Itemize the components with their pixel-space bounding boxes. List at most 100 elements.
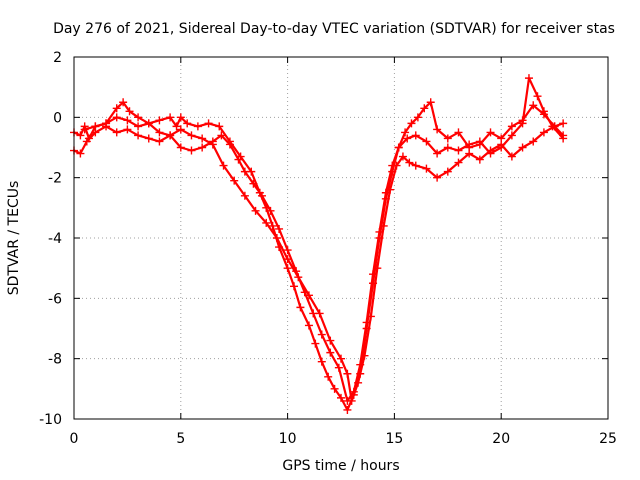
data-point xyxy=(454,146,463,155)
data-point xyxy=(176,143,185,152)
data-point xyxy=(76,131,85,140)
data-point xyxy=(155,116,164,125)
data-point xyxy=(533,92,542,101)
data-point xyxy=(275,224,284,233)
series-line xyxy=(83,116,565,402)
data-point xyxy=(337,354,345,363)
data-point xyxy=(176,113,185,122)
data-point xyxy=(443,134,452,143)
data-point xyxy=(317,357,326,366)
data-point xyxy=(249,179,258,188)
data-point xyxy=(155,128,164,137)
x-axis-tick-labels: 0 5 10 15 20 25 xyxy=(70,431,617,447)
data-point xyxy=(366,312,375,321)
data-point xyxy=(230,176,239,185)
data-point xyxy=(112,104,121,113)
y-tick-label: 2 xyxy=(53,50,62,66)
data-point xyxy=(529,137,538,146)
y-axis-label: SDTVAR / TECUs xyxy=(6,181,22,296)
data-point xyxy=(219,161,228,170)
x-tick-label: 15 xyxy=(385,431,403,447)
data-point xyxy=(507,122,516,131)
data-point xyxy=(144,119,153,128)
data-point xyxy=(360,351,369,360)
data-point xyxy=(82,137,91,146)
data-point xyxy=(398,152,407,161)
data-point xyxy=(304,321,313,330)
data-point xyxy=(76,149,85,158)
data-point xyxy=(262,218,271,227)
data-point xyxy=(324,372,333,381)
data-point xyxy=(112,128,121,137)
data-point xyxy=(266,206,275,215)
data-point xyxy=(217,131,226,140)
data-point xyxy=(91,122,100,131)
data-point xyxy=(413,113,422,122)
data-point xyxy=(112,113,121,122)
data-point xyxy=(497,140,506,149)
data-point xyxy=(403,134,412,143)
data-point xyxy=(475,137,484,146)
data-point xyxy=(187,131,196,140)
data-point xyxy=(240,167,249,176)
data-point xyxy=(401,128,410,137)
data-point xyxy=(465,140,474,149)
data-point xyxy=(454,128,463,137)
data-point xyxy=(518,143,527,152)
data-point xyxy=(379,221,388,230)
data-point xyxy=(486,146,495,155)
x-axis-label: GPS time / hours xyxy=(282,458,399,474)
data-point xyxy=(215,122,224,131)
y-tick-label: 0 xyxy=(53,110,62,126)
data-point xyxy=(529,101,538,110)
grid-lines xyxy=(74,57,608,419)
data-point xyxy=(475,155,484,164)
data-point xyxy=(166,131,175,140)
data-point xyxy=(422,137,431,146)
axis-ticks xyxy=(73,56,609,420)
y-tick-label: -10 xyxy=(39,412,62,428)
data-series xyxy=(70,74,568,414)
data-point xyxy=(411,161,420,170)
data-point xyxy=(172,122,181,131)
data-point xyxy=(334,363,343,372)
data-point xyxy=(422,164,431,173)
data-point xyxy=(337,393,345,402)
data-point xyxy=(134,122,143,131)
data-point xyxy=(559,119,568,128)
data-point xyxy=(330,384,339,393)
data-point xyxy=(80,125,89,134)
y-tick-label: -8 xyxy=(48,352,62,368)
data-point xyxy=(204,119,213,128)
series-track-1 xyxy=(70,98,568,414)
data-point xyxy=(507,152,516,161)
data-point xyxy=(317,330,326,339)
x-tick-label: 25 xyxy=(599,431,617,447)
data-point xyxy=(134,113,143,122)
data-point xyxy=(183,119,192,128)
data-point xyxy=(198,134,207,143)
data-point xyxy=(176,125,185,134)
data-point xyxy=(539,107,548,116)
series-track-3 xyxy=(80,113,568,405)
data-point xyxy=(486,128,495,137)
data-point xyxy=(433,125,442,134)
data-point xyxy=(123,125,132,134)
data-point xyxy=(290,282,299,291)
data-point xyxy=(354,378,363,387)
y-tick-label: -4 xyxy=(48,231,62,247)
data-point xyxy=(251,206,260,215)
series-line xyxy=(72,101,565,411)
data-point xyxy=(296,303,305,312)
data-point xyxy=(524,74,533,83)
data-point xyxy=(518,119,527,128)
data-point xyxy=(234,155,243,164)
data-point xyxy=(240,191,249,200)
data-point xyxy=(326,348,335,357)
data-point xyxy=(420,104,429,113)
data-point xyxy=(283,255,292,264)
data-point xyxy=(257,191,266,200)
data-point xyxy=(407,119,416,128)
y-axis-tick-labels: -10 -8 -6 -4 -2 0 2 xyxy=(39,50,62,428)
